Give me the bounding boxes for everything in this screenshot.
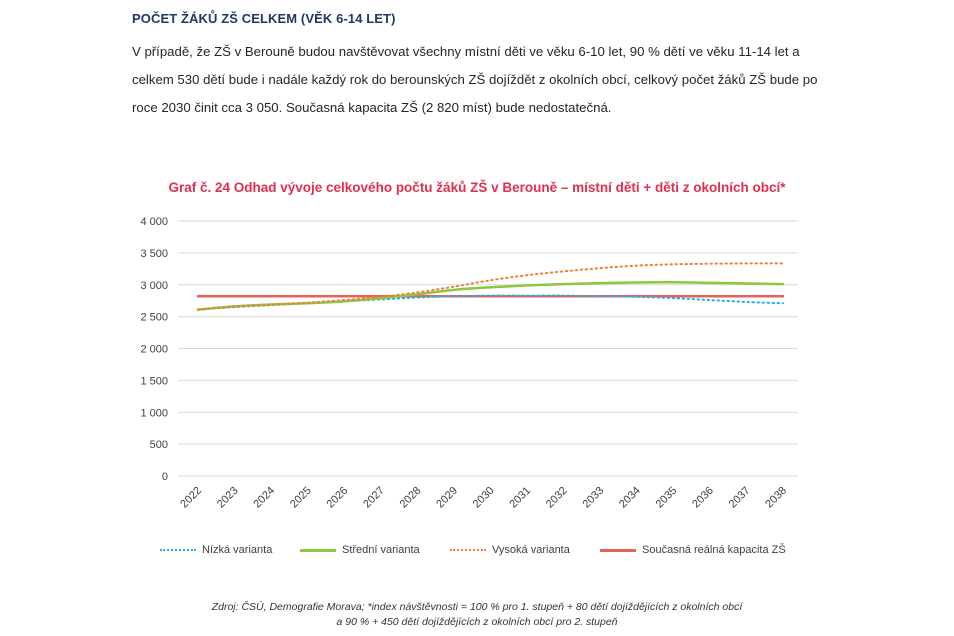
x-tick-label: 2022 bbox=[178, 485, 204, 511]
section-heading: POČET ŽÁKŮ ZŠ CELKEM (VĚK 6-14 LET) bbox=[132, 11, 396, 26]
x-tick-label: 2036 bbox=[690, 485, 716, 511]
legend-label: Vysoká varianta bbox=[492, 544, 570, 556]
y-tick-label: 0 bbox=[162, 471, 168, 483]
legend-item: Vysoká varianta bbox=[450, 544, 570, 556]
x-tick-label: 2031 bbox=[507, 485, 533, 511]
chart-legend: Nízká varianta Střední varianta Vysoká var… bbox=[160, 544, 840, 562]
series-line-0 bbox=[197, 294, 784, 311]
x-tick-label: 2028 bbox=[398, 485, 424, 511]
y-tick-label: 1 500 bbox=[140, 375, 168, 387]
x-tick-label: 2034 bbox=[617, 485, 643, 511]
legend-swatch bbox=[300, 548, 336, 552]
x-tick-label: 2038 bbox=[763, 485, 789, 511]
x-tick-label: 2023 bbox=[215, 485, 241, 511]
x-tick-label: 2026 bbox=[325, 485, 351, 511]
legend-label: Nízká varianta bbox=[202, 544, 273, 556]
legend-label: Současná reálná kapacita ZŠ bbox=[642, 544, 786, 556]
y-tick-label: 3 500 bbox=[140, 248, 168, 260]
chart-title: Graf č. 24 Odhad vývoje celkového počtu … bbox=[168, 180, 786, 195]
line-chart: 0 500 1 000 1 500 2 000 2 500 3 000 3 500 4 000 2… bbox=[140, 216, 798, 511]
x-tick-label: 2037 bbox=[727, 485, 753, 511]
x-tick-label: 2032 bbox=[544, 485, 570, 511]
y-tick-label: 500 bbox=[150, 439, 168, 451]
x-tick-label: 2029 bbox=[434, 485, 460, 511]
legend-label: Střední varianta bbox=[342, 544, 420, 556]
source-note: Zdroj: ČSÚ, Demografie Morava; *index ná… bbox=[0, 600, 954, 630]
x-tick-label: 2027 bbox=[361, 485, 387, 511]
legend-item: Střední varianta bbox=[300, 544, 420, 556]
y-tick-label: 2 000 bbox=[140, 344, 168, 356]
legend-item: Nízká varianta bbox=[160, 544, 272, 556]
x-tick-label: 2024 bbox=[251, 485, 277, 511]
x-tick-label: 2033 bbox=[581, 485, 607, 511]
legend-swatch bbox=[600, 548, 636, 552]
legend-swatch bbox=[160, 549, 196, 551]
legend-item: Současná reálná kapacita ZŠ bbox=[600, 544, 786, 556]
x-tick-label: 2025 bbox=[288, 485, 314, 511]
series-line-2 bbox=[197, 262, 784, 311]
y-tick-label: 4 000 bbox=[140, 216, 168, 228]
body-paragraph: V případě, že ZŠ v Berouně budou navštěv… bbox=[132, 44, 818, 115]
legend-swatch bbox=[450, 549, 486, 551]
x-tick-label: 2035 bbox=[654, 485, 680, 511]
source-note-line-1: Zdroj: ČSÚ, Demografie Morava; *index ná… bbox=[211, 601, 743, 613]
x-tick-label: 2030 bbox=[471, 485, 497, 511]
y-tick-label: 2 500 bbox=[140, 312, 168, 324]
source-note-line-2: a 90 % + 450 dětí dojíždějících z okolní… bbox=[336, 616, 618, 628]
y-tick-label: 1 000 bbox=[140, 407, 168, 419]
y-tick-label: 3 000 bbox=[140, 280, 168, 292]
